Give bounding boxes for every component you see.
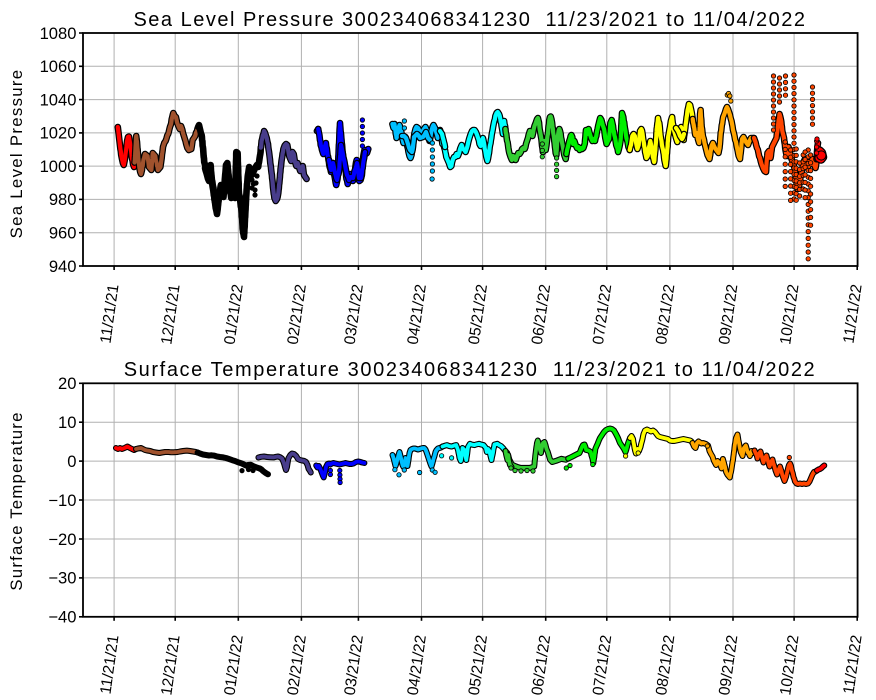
svg-text:Sea Level Pressure 30023406834: Sea Level Pressure 300234068341230 11/23… — [133, 9, 806, 31]
svg-text:10: 10 — [58, 413, 76, 432]
svg-text:−30: −30 — [48, 569, 76, 588]
svg-text:1060: 1060 — [40, 57, 77, 76]
svg-text:940: 940 — [49, 257, 77, 276]
svg-text:1000: 1000 — [40, 157, 77, 176]
svg-text:1040: 1040 — [40, 90, 77, 109]
svg-text:Sea Level Pressure: Sea Level Pressure — [7, 69, 26, 239]
svg-text:1080: 1080 — [40, 24, 77, 43]
svg-text:Surface Temperature 3002340683: Surface Temperature 300234068341230 11/2… — [124, 359, 817, 381]
svg-text:−40: −40 — [48, 608, 76, 627]
svg-text:Surface Temperature: Surface Temperature — [7, 411, 26, 590]
svg-text:−10: −10 — [48, 491, 76, 510]
svg-text:20: 20 — [58, 374, 76, 393]
svg-text:960: 960 — [49, 224, 77, 243]
svg-text:0: 0 — [67, 452, 76, 471]
svg-text:−20: −20 — [48, 530, 76, 549]
svg-text:980: 980 — [49, 190, 77, 209]
svg-text:1020: 1020 — [40, 124, 77, 143]
